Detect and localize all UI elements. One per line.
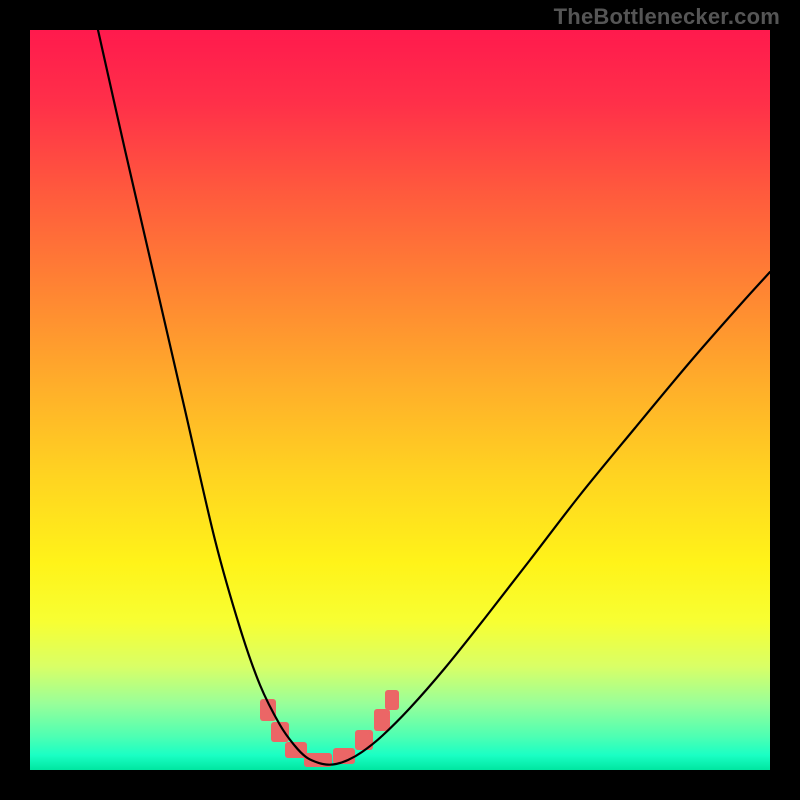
highlight-marker bbox=[385, 690, 399, 710]
watermark-text: TheBottlenecker.com bbox=[554, 4, 780, 30]
highlight-marker bbox=[374, 709, 390, 731]
bottleneck-curve-plot bbox=[30, 30, 770, 770]
